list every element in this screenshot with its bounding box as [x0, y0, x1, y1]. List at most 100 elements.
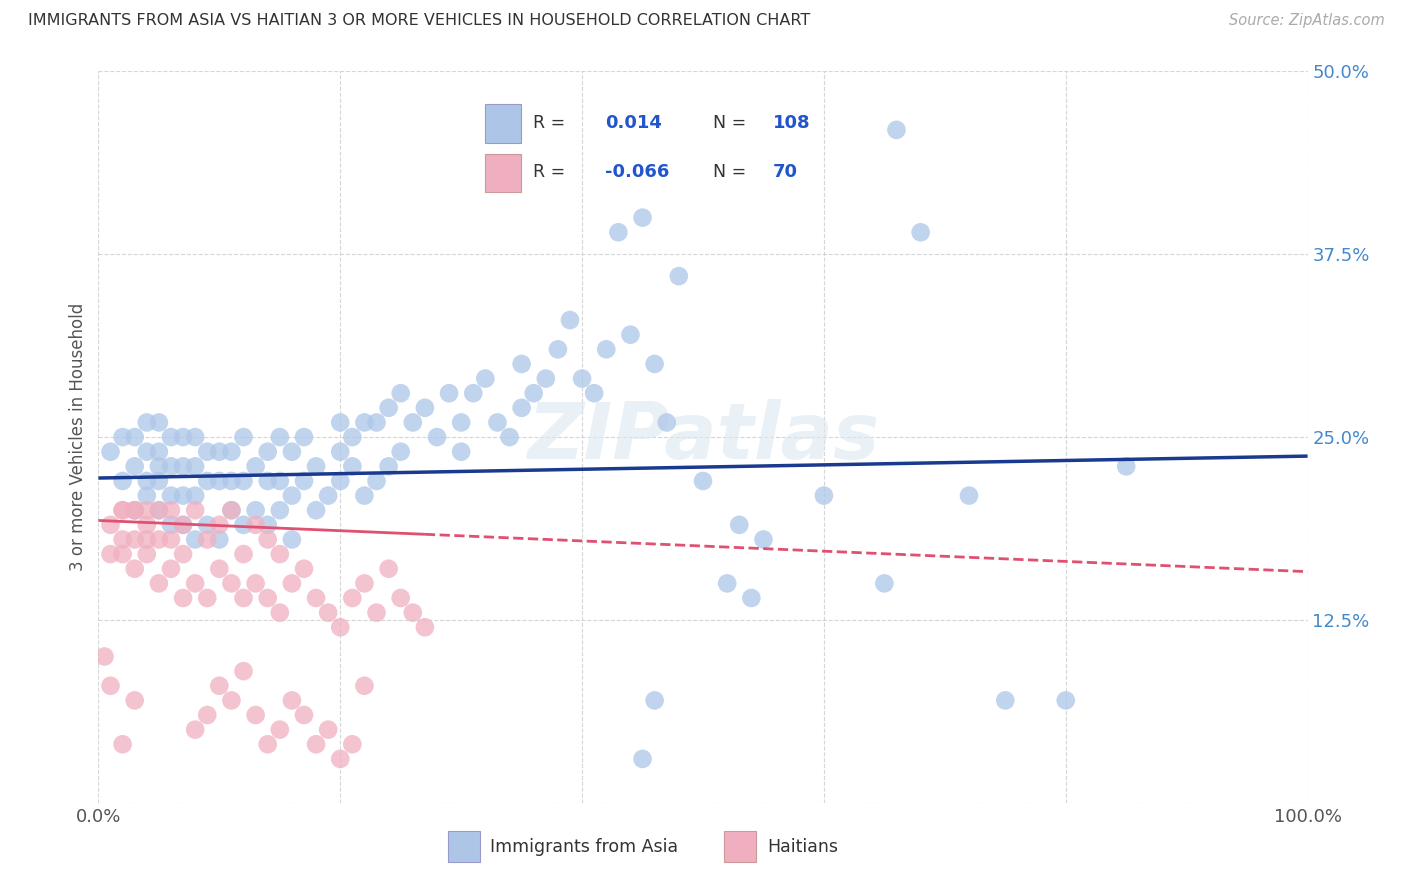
Point	[172, 517, 194, 532]
Point	[256, 533, 278, 547]
Point	[329, 620, 352, 634]
Point	[160, 533, 183, 547]
Point	[148, 416, 170, 430]
Point	[269, 606, 291, 620]
Point	[148, 459, 170, 474]
Point	[172, 547, 194, 561]
Point	[329, 474, 352, 488]
Point	[221, 503, 243, 517]
Point	[329, 752, 352, 766]
Point	[402, 606, 425, 620]
Point	[413, 401, 436, 415]
Point	[148, 533, 170, 547]
Point	[135, 503, 157, 517]
Point	[269, 474, 291, 488]
Text: IMMIGRANTS FROM ASIA VS HAITIAN 3 OR MORE VEHICLES IN HOUSEHOLD CORRELATION CHAR: IMMIGRANTS FROM ASIA VS HAITIAN 3 OR MOR…	[28, 13, 810, 29]
Point	[353, 576, 375, 591]
Point	[100, 679, 122, 693]
Point	[100, 517, 122, 532]
Point	[281, 444, 304, 458]
Point	[111, 533, 134, 547]
Point	[124, 503, 146, 517]
Point	[329, 416, 352, 430]
Point	[644, 693, 666, 707]
Point	[377, 401, 399, 415]
Point	[305, 459, 328, 474]
Point	[221, 503, 243, 517]
Point	[232, 591, 254, 605]
Point	[184, 459, 207, 474]
Point	[342, 591, 364, 605]
Point	[111, 547, 134, 561]
Text: ZIPatlas: ZIPatlas	[527, 399, 879, 475]
Point	[402, 416, 425, 430]
Y-axis label: 3 or more Vehicles in Household: 3 or more Vehicles in Household	[69, 303, 87, 571]
Point	[426, 430, 449, 444]
Point	[607, 225, 630, 239]
Point	[184, 533, 207, 547]
Point	[547, 343, 569, 357]
Point	[135, 474, 157, 488]
Point	[195, 591, 218, 605]
Point	[208, 562, 231, 576]
Point	[256, 444, 278, 458]
Point	[135, 416, 157, 430]
Point	[692, 474, 714, 488]
Point	[232, 517, 254, 532]
Point	[353, 416, 375, 430]
Point	[111, 430, 134, 444]
Point	[111, 737, 134, 751]
Point	[100, 444, 122, 458]
Point	[148, 576, 170, 591]
Point	[124, 503, 146, 517]
Point	[269, 430, 291, 444]
Point	[450, 444, 472, 458]
Point	[523, 386, 546, 401]
Point	[281, 533, 304, 547]
Point	[644, 357, 666, 371]
Point	[135, 533, 157, 547]
Point	[148, 503, 170, 517]
Point	[437, 386, 460, 401]
Point	[256, 474, 278, 488]
Point	[172, 459, 194, 474]
Point	[413, 620, 436, 634]
Point	[256, 517, 278, 532]
Point	[377, 562, 399, 576]
Point	[342, 430, 364, 444]
Point	[655, 416, 678, 430]
Point	[389, 386, 412, 401]
Point	[269, 723, 291, 737]
Point	[100, 547, 122, 561]
Point	[728, 517, 751, 532]
Point	[510, 357, 533, 371]
Point	[389, 591, 412, 605]
Point	[208, 474, 231, 488]
Point	[184, 430, 207, 444]
Point	[232, 547, 254, 561]
Point	[172, 489, 194, 503]
Point	[305, 503, 328, 517]
Point	[498, 430, 520, 444]
Point	[752, 533, 775, 547]
Point	[595, 343, 617, 357]
Point	[256, 737, 278, 751]
Point	[450, 416, 472, 430]
Point	[208, 533, 231, 547]
Point	[124, 459, 146, 474]
Point	[558, 313, 581, 327]
Point	[184, 489, 207, 503]
Point	[195, 708, 218, 723]
Point	[305, 737, 328, 751]
Point	[281, 576, 304, 591]
Point	[740, 591, 762, 605]
Point	[534, 371, 557, 385]
Point	[124, 503, 146, 517]
Point	[135, 444, 157, 458]
Point	[292, 430, 315, 444]
Point	[172, 430, 194, 444]
Point	[994, 693, 1017, 707]
Point	[135, 547, 157, 561]
Point	[1115, 459, 1137, 474]
Point	[619, 327, 641, 342]
